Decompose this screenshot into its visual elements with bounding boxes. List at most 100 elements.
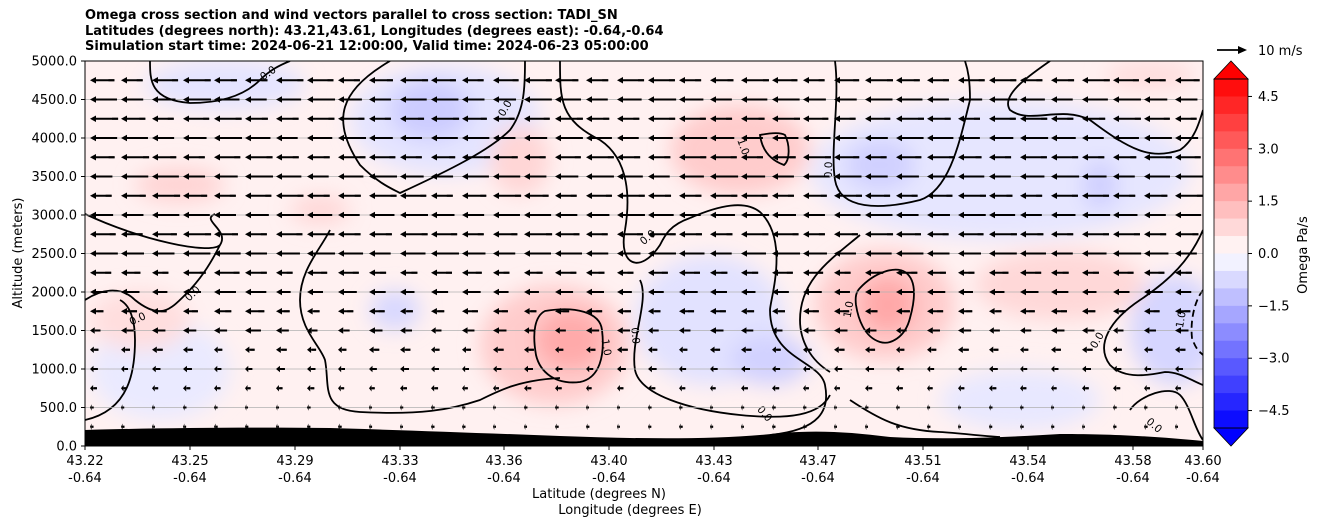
- wind-arrow: [276, 192, 304, 199]
- wind-arrow: [679, 308, 695, 315]
- wind-arrow: [462, 269, 482, 276]
- wind-arrow: [1175, 154, 1201, 161]
- omega-region: [940, 370, 1100, 430]
- wind-arrow: [865, 173, 888, 180]
- wind-arrow: [896, 346, 905, 353]
- wind-arrow: [710, 404, 713, 411]
- wind-arrow: [121, 115, 146, 122]
- wind-arrow: [1175, 423, 1178, 430]
- wind-arrow: [462, 96, 485, 103]
- wind-arrow: [245, 346, 255, 353]
- omega-region: [845, 140, 915, 190]
- wind-arrow: [741, 365, 750, 373]
- wind-arrow: [183, 211, 210, 219]
- wind-arrow: [772, 173, 794, 180]
- omega-region: [1082, 160, 1118, 210]
- y-tick-label: 0.0: [56, 440, 77, 455]
- wind-arrow: [1020, 134, 1049, 142]
- wind-arrow: [462, 77, 484, 84]
- wind-arrow: [834, 327, 848, 334]
- wind-arrow: [896, 211, 919, 219]
- wind-arrow: [1020, 173, 1045, 180]
- wind-arrow: [896, 385, 903, 392]
- wind-arrow: [834, 96, 857, 103]
- wind-arrow: [989, 385, 997, 392]
- wind-arrow: [586, 192, 612, 199]
- colorbar-segment: [1214, 218, 1248, 237]
- wind-arrow: [555, 250, 582, 257]
- wind-arrow: [214, 211, 236, 219]
- contour-label: 0.0: [823, 161, 836, 178]
- wind-arrow: [927, 192, 953, 199]
- wind-arrow: [183, 250, 211, 257]
- wind-arrow: [741, 173, 766, 180]
- wind-arrow: [555, 77, 579, 84]
- wind-arrow: [834, 192, 863, 199]
- wind-arrow: [524, 308, 537, 315]
- wind-arrow: [400, 269, 418, 276]
- wind-arrow: [369, 77, 393, 84]
- wind-arrow: [710, 365, 718, 373]
- wind-arrow: [214, 250, 241, 257]
- wind-arrow: [369, 423, 373, 430]
- wind-arrow: [1082, 211, 1111, 219]
- wind-arrow: [90, 288, 108, 296]
- wind-arrow: [803, 154, 831, 161]
- wind-arrow: [524, 385, 532, 392]
- wind-arrow: [431, 269, 453, 276]
- wind-arrow: [834, 404, 837, 411]
- colorbar-extend-max: [1213, 60, 1249, 80]
- wind-arrow: [462, 211, 485, 219]
- wind-arrow: [772, 115, 800, 122]
- wind-arrow: [679, 211, 701, 219]
- wind-arrow: [462, 231, 484, 238]
- wind-arrow: [927, 173, 955, 180]
- wind-arrow: [772, 308, 785, 315]
- plot-area: 0.00.00.00.00.00.00.00.00.00.01.01.01.0-…: [84, 60, 1204, 447]
- wind-arrow: [586, 308, 603, 315]
- wind-arrow: [648, 423, 652, 430]
- wind-arrow: [121, 308, 138, 315]
- wind-arrow: [555, 365, 563, 373]
- wind-arrow: [865, 346, 876, 353]
- wind-arrow: [338, 327, 350, 334]
- x-tick-label-lon: -0.64: [592, 471, 626, 486]
- wind-arrow: [679, 154, 707, 161]
- wind-arrow: [245, 308, 265, 315]
- wind-arrow: [400, 173, 424, 180]
- wind-arrow: [338, 404, 342, 411]
- wind-arrow: [648, 308, 661, 315]
- wind-arrow: [276, 250, 300, 257]
- wind-arrow: [1082, 250, 1107, 257]
- wind-arrow: [679, 192, 702, 199]
- wind-arrow: [431, 115, 460, 122]
- wind-arrow: [1113, 308, 1126, 315]
- wind-arrow: [555, 269, 577, 276]
- wind-arrow: [1082, 327, 1095, 334]
- wind-arrow: [958, 269, 975, 276]
- wind-arrow: [1113, 192, 1136, 199]
- wind-arrow: [896, 134, 924, 142]
- wind-arrow: [307, 365, 316, 373]
- wind-arrow: [307, 115, 335, 122]
- wind-arrow: [803, 77, 825, 84]
- colorbar-tick-label: 4.5: [1258, 90, 1279, 105]
- wind-arrow: [927, 288, 946, 296]
- wind-arrow: [958, 211, 986, 219]
- wind-arrow: [555, 173, 579, 180]
- wind-arrow: [617, 308, 631, 315]
- wind-arrow: [214, 346, 223, 353]
- wind-arrow: [183, 231, 212, 238]
- wind-arrow: [400, 308, 413, 315]
- omega-contour: [854, 268, 915, 344]
- wind-arrow: [1020, 385, 1027, 392]
- wind-arrow: [927, 404, 931, 411]
- wind-arrow: [214, 231, 239, 238]
- omega-region: [1130, 275, 1203, 385]
- wind-arrow: [1020, 404, 1024, 411]
- wind-arrow: [1020, 423, 1024, 430]
- wind-arrow: [679, 385, 686, 392]
- wind-arrow: [1175, 250, 1197, 257]
- colorbar-segment: [1214, 183, 1248, 202]
- wind-arrow: [245, 404, 248, 411]
